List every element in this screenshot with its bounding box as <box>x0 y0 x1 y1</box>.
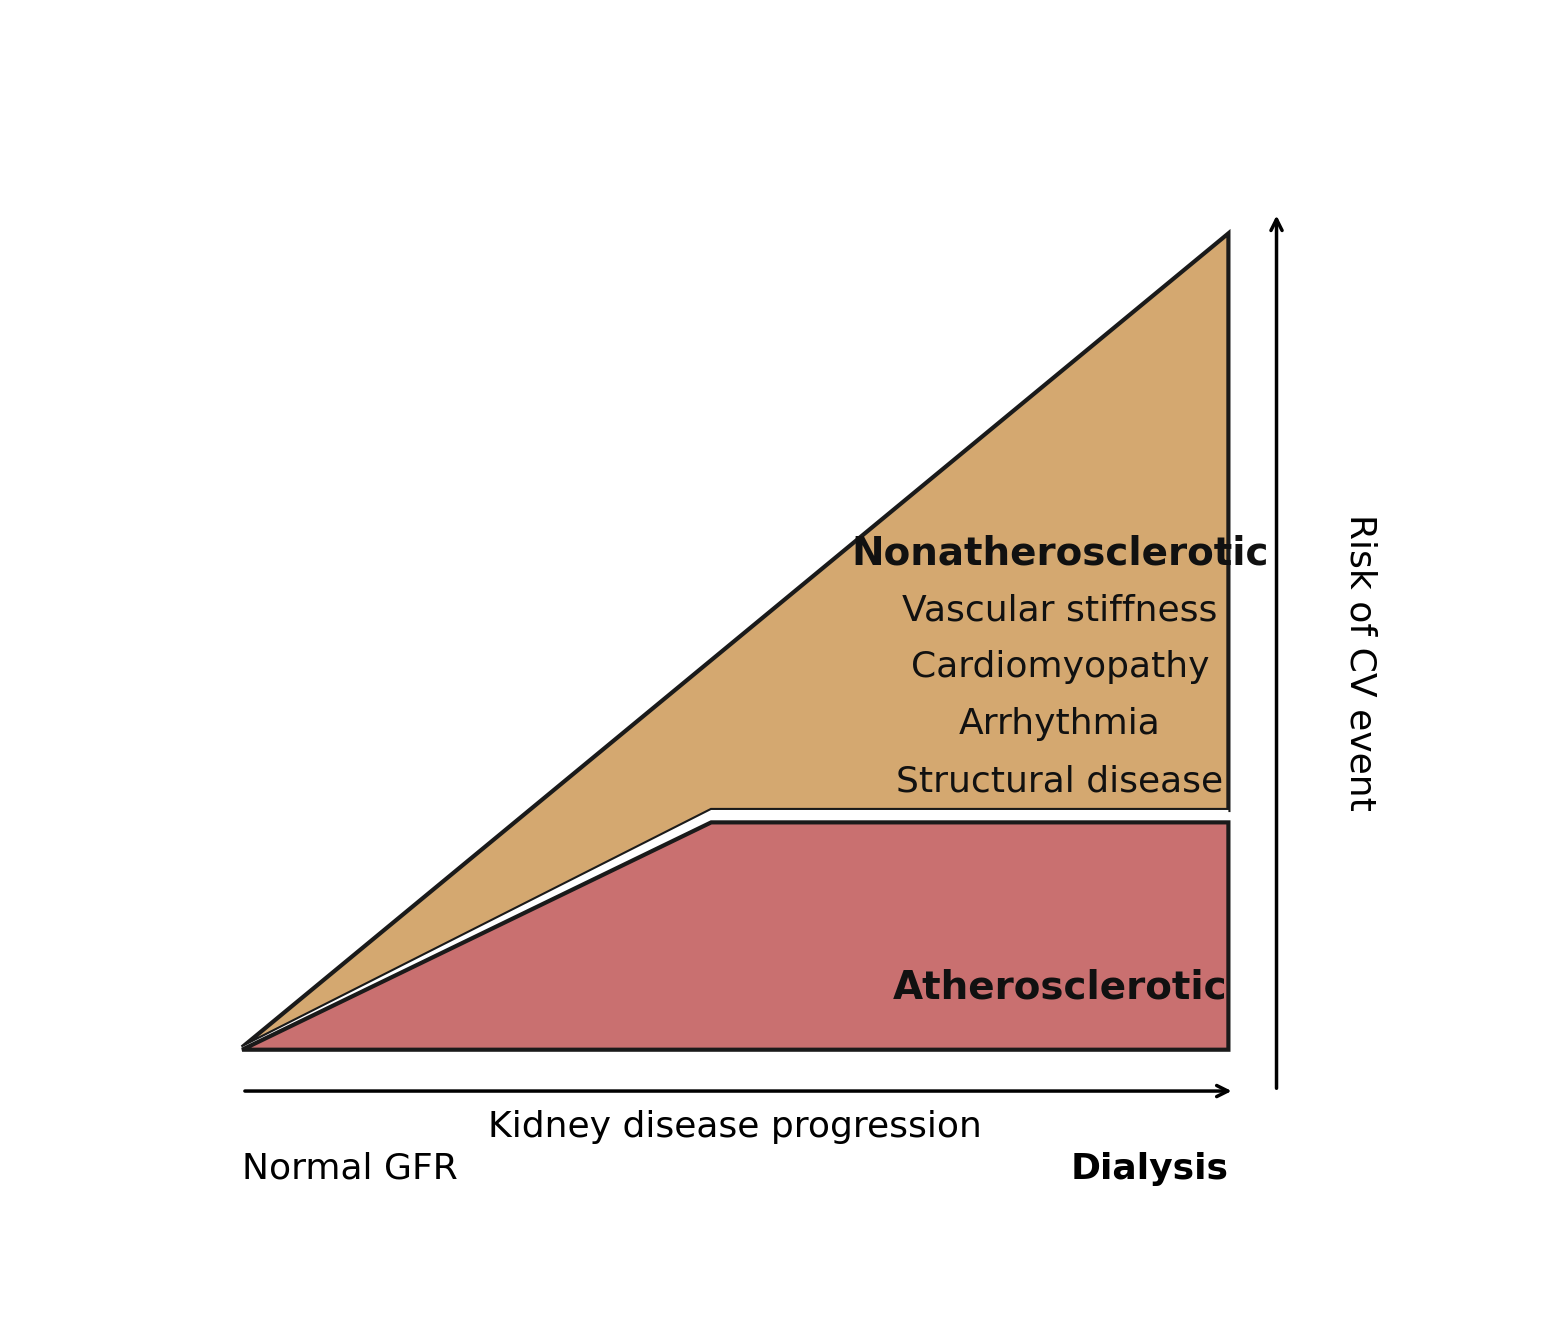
Text: Risk of CV event: Risk of CV event <box>1344 514 1378 811</box>
Text: Cardiomyopathy: Cardiomyopathy <box>911 651 1209 684</box>
Polygon shape <box>242 234 1228 1047</box>
Polygon shape <box>242 811 1228 1049</box>
Text: Structural disease: Structural disease <box>897 764 1223 798</box>
Text: Atherosclerotic: Atherosclerotic <box>892 969 1228 1006</box>
Text: Nonatherosclerotic: Nonatherosclerotic <box>850 534 1270 573</box>
Text: Arrhythmia: Arrhythmia <box>959 707 1161 741</box>
Text: Vascular stiffness: Vascular stiffness <box>902 593 1218 628</box>
Text: Dialysis: Dialysis <box>1071 1151 1228 1185</box>
Text: Normal GFR: Normal GFR <box>242 1151 458 1185</box>
Polygon shape <box>242 823 1228 1049</box>
Text: Kidney disease progression: Kidney disease progression <box>489 1110 982 1145</box>
